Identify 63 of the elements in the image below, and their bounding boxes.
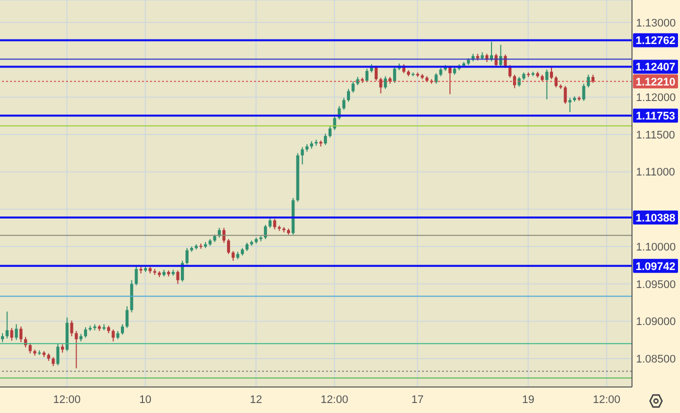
candlestick [564, 85, 567, 104]
candlestick [120, 324, 124, 336]
ref-line-label: 1.10388 [636, 212, 676, 225]
candlestick [176, 270, 180, 284]
candlestick [222, 227, 226, 244]
y-tick-label: 1.08500 [636, 354, 676, 366]
candlestick [434, 72, 438, 84]
x-tick-label: 12 [250, 394, 262, 406]
candlestick [545, 68, 548, 100]
candlestick [554, 76, 558, 88]
candlestick [393, 66, 396, 84]
candlestick [112, 328, 115, 342]
candlestick [10, 327, 14, 342]
candlestick [568, 97, 572, 113]
candlestick [384, 76, 387, 90]
candlestick [6, 311, 9, 339]
candlestick [379, 77, 382, 94]
candlestick [582, 83, 586, 102]
x-tick-label: 19 [522, 394, 534, 406]
candlestick [134, 265, 138, 286]
candlestick [273, 218, 276, 230]
y-tick-label: 1.09000 [636, 316, 676, 328]
ref-line-label: 1.11753 [636, 110, 676, 123]
candlestick [232, 250, 235, 262]
y-tick-label: 1.11000 [636, 166, 675, 179]
candlestick [448, 65, 452, 95]
candlestick [19, 326, 22, 343]
candlestick [56, 343, 60, 366]
candlestick [264, 224, 267, 240]
candlestick [550, 66, 553, 80]
candlestick [70, 320, 74, 337]
candlestick [342, 97, 346, 110]
ref-line-label: 1.12762 [636, 35, 676, 48]
candlestick [324, 133, 327, 146]
x-tick-label: 10 [139, 394, 152, 406]
candlestick [513, 74, 516, 89]
candlestick [186, 248, 189, 265]
y-tick-label: 1.10000 [636, 241, 676, 254]
x-tick-label: 12:00 [320, 394, 348, 406]
y-tick-label: 1.11500 [636, 129, 675, 142]
x-tick-label: 12:00 [592, 394, 620, 406]
candlestick [365, 68, 368, 83]
candlestick [328, 126, 332, 138]
ref-line-label: 1.09742 [636, 260, 676, 273]
y-tick-label: 1.12000 [636, 92, 676, 104]
candlestick [74, 330, 78, 369]
candlestick [300, 146, 304, 165]
candlestick [227, 238, 230, 255]
candlestick [268, 218, 272, 228]
ref-line-label: 1.12210 [636, 76, 676, 88]
x-tick-label: 12:00 [53, 394, 81, 406]
candlestick [352, 80, 355, 94]
ref-line-label: 1.12407 [636, 62, 676, 74]
candlestick [28, 342, 32, 354]
y-tick-label: 1.09500 [636, 278, 676, 291]
y-tick-label: 1.13000 [636, 17, 676, 30]
candlestick [346, 88, 350, 102]
x-tick-label: 17 [411, 394, 424, 406]
candlestick [126, 306, 129, 328]
candlestick [84, 326, 88, 338]
candlestick [333, 115, 336, 130]
candlestick [14, 324, 18, 340]
candlestick [586, 74, 590, 88]
